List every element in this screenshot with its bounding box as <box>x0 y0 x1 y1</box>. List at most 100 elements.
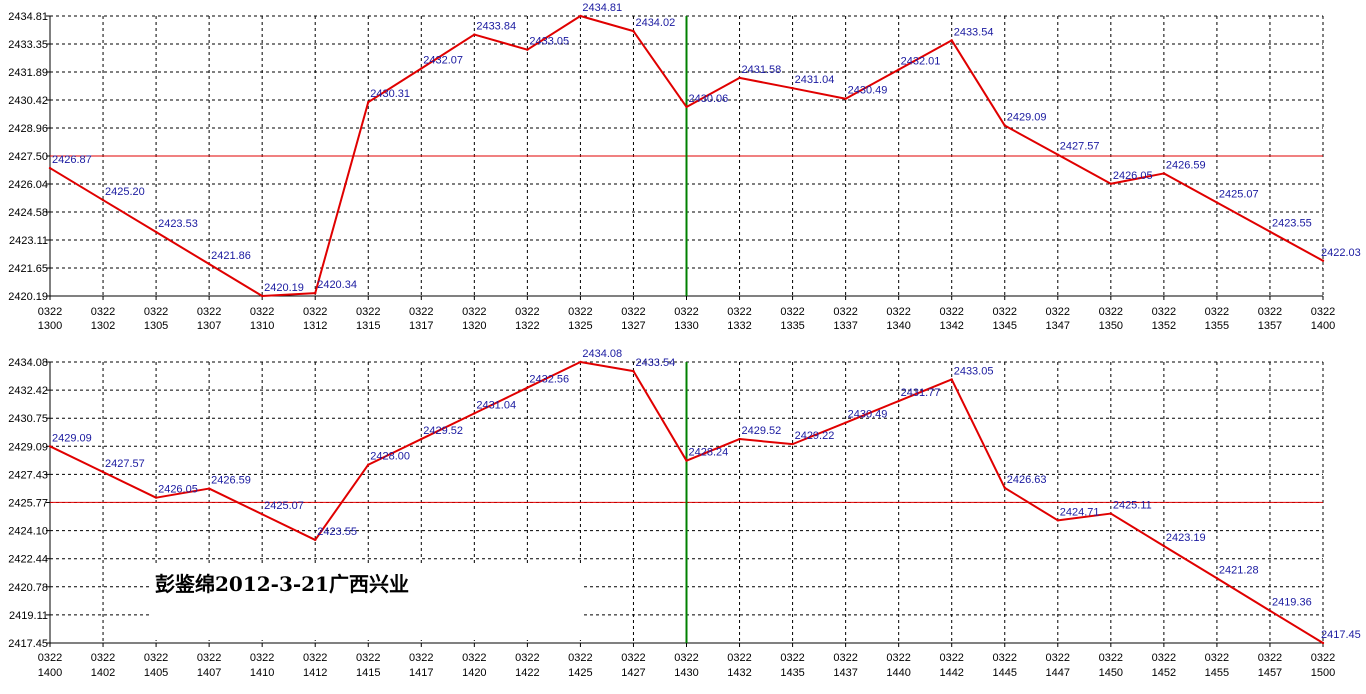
data-label: 2433.05 <box>529 36 569 48</box>
x-tick-date-label: 0322 <box>727 652 751 664</box>
x-tick-date-label: 0322 <box>409 306 433 318</box>
x-tick-time-label: 1457 <box>1258 667 1282 679</box>
x-tick-date-label: 0322 <box>197 652 221 664</box>
series-segment <box>1057 153 1112 185</box>
x-tick-date-label: 0322 <box>91 306 115 318</box>
y-tick-label: 2419.11 <box>9 610 48 622</box>
x-tick-time-label: 1355 <box>1205 320 1229 332</box>
x-tick-date-label: 0322 <box>886 652 910 664</box>
data-point <box>579 14 582 18</box>
series-segment <box>474 33 528 51</box>
x-tick-date-label: 0322 <box>833 306 857 318</box>
x-tick-time-label: 1450 <box>1099 667 1123 679</box>
data-label: 2429.22 <box>795 430 835 442</box>
data-point <box>314 291 317 295</box>
x-tick-time-label: 1357 <box>1258 320 1282 332</box>
data-label: 2433.84 <box>476 21 516 33</box>
x-tick-date-label: 0322 <box>144 652 168 664</box>
x-tick-time-label: 1407 <box>197 667 221 679</box>
x-tick-time-label: 1437 <box>833 667 857 679</box>
series-segment <box>686 76 741 108</box>
y-tick-label: 2426.04 <box>8 179 48 191</box>
x-tick-date-label: 0322 <box>568 652 592 664</box>
x-tick-time-label: 1412 <box>303 667 327 679</box>
x-tick-date-label: 0322 <box>1205 652 1229 664</box>
data-point <box>844 97 847 100</box>
series-segment <box>898 378 953 402</box>
x-tick-date-label: 0322 <box>38 306 62 318</box>
data-label: 2430.31 <box>370 88 410 100</box>
data-label: 2420.19 <box>264 282 304 294</box>
data-label: 2434.81 <box>582 2 622 14</box>
y-tick-label: 2422.44 <box>8 554 48 566</box>
x-tick-time-label: 1320 <box>462 320 486 332</box>
data-label: 2423.53 <box>158 218 198 230</box>
upper-chart-panel: 2434.81 2433.35 2431.89 2430.42 2428.96 2427.… <box>8 2 1361 332</box>
data-label: 2433.54 <box>635 357 675 369</box>
data-point <box>632 29 635 33</box>
x-tick-date-label: 0322 <box>38 652 62 664</box>
data-label: 2430.06 <box>689 93 729 105</box>
series-segment <box>208 487 263 516</box>
x-tick-time-label: 1340 <box>886 320 910 332</box>
data-label: 2425.20 <box>105 186 145 198</box>
x-tick-time-label: 1352 <box>1152 320 1176 332</box>
x-tick-date-label: 0322 <box>568 306 592 318</box>
data-label: 2423.19 <box>1166 532 1206 544</box>
series-segment <box>898 39 953 71</box>
y-tick-label: 2424.10 <box>8 526 48 538</box>
series-segment <box>845 400 900 424</box>
data-point <box>738 76 741 80</box>
data-point <box>473 412 476 415</box>
x-tick-date-label: 0322 <box>1311 306 1335 318</box>
data-point <box>260 513 264 516</box>
series-segment <box>314 101 370 294</box>
x-tick-time-label: 1440 <box>886 667 910 679</box>
series-segment <box>314 464 370 541</box>
data-point <box>48 166 52 170</box>
x-tick-date-label: 0322 <box>1046 306 1070 318</box>
x-tick-time-label: 1500 <box>1311 667 1335 679</box>
x-tick-date-label: 0322 <box>780 306 804 318</box>
series-segment <box>580 15 634 33</box>
data-label: 2426.05 <box>158 484 198 496</box>
x-tick-date-label: 0322 <box>1152 306 1176 318</box>
x-tick-time-label: 1350 <box>1099 320 1123 332</box>
x-tick-date-label: 0322 <box>250 652 274 664</box>
x-tick-date-label: 0322 <box>197 306 221 318</box>
data-label: 2433.05 <box>954 365 994 377</box>
data-point <box>950 378 953 381</box>
x-tick-time-label: 1410 <box>250 667 274 679</box>
x-tick-time-label: 1325 <box>568 320 592 332</box>
x-tick-time-label: 1452 <box>1152 667 1176 679</box>
data-label: 2428.00 <box>370 451 410 463</box>
x-tick-time-label: 1420 <box>462 667 486 679</box>
data-point <box>367 100 370 104</box>
watermark-background <box>150 566 582 640</box>
data-point <box>1109 512 1113 515</box>
series-segment <box>49 445 104 473</box>
watermark-text: 彭鉴绵2012-3-21广西兴业 <box>155 572 409 596</box>
x-tick-date-label: 0322 <box>1205 306 1229 318</box>
data-label: 2427.57 <box>1060 141 1100 153</box>
y-tick-label: 2434.81 <box>8 11 48 23</box>
x-tick-time-label: 1347 <box>1046 320 1070 332</box>
data-point <box>154 230 158 234</box>
data-point <box>738 437 741 441</box>
x-tick-date-label: 0322 <box>1152 652 1176 664</box>
y-tick-label: 2429.09 <box>8 441 48 453</box>
data-label: 2428.24 <box>689 447 729 459</box>
data-point <box>154 496 158 499</box>
x-tick-date-label: 0322 <box>1258 652 1282 664</box>
x-tick-date-label: 0322 <box>1258 306 1282 318</box>
x-tick-time-label: 1442 <box>939 667 963 679</box>
x-tick-time-label: 1322 <box>515 320 539 332</box>
series-segment <box>102 471 157 499</box>
series-segment <box>420 412 475 440</box>
data-point <box>844 421 847 424</box>
x-tick-date-label: 0322 <box>1099 652 1123 664</box>
x-tick-time-label: 1435 <box>780 667 804 679</box>
x-tick-date-label: 0322 <box>939 306 963 318</box>
y-tick-label: 2417.45 <box>8 638 48 650</box>
y-tick-label: 2428.96 <box>8 123 48 135</box>
